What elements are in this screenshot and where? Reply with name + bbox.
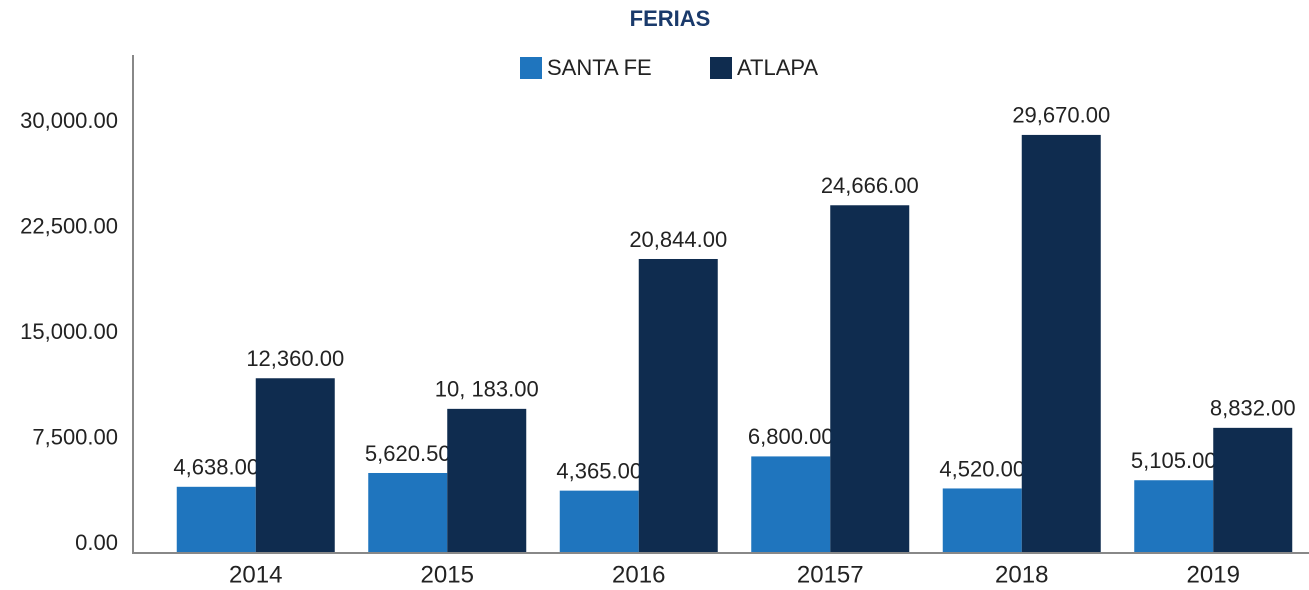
bar xyxy=(1021,134,1101,553)
bar xyxy=(559,490,639,552)
x-tick-label: 2014 xyxy=(229,561,282,588)
bar xyxy=(368,472,448,552)
x-tick-label: 2015 xyxy=(421,561,474,588)
value-label: 29,670.00 xyxy=(1012,103,1110,128)
bar xyxy=(176,486,256,552)
value-label: 8,832.00 xyxy=(1210,396,1296,421)
value-label: 4,365.00 xyxy=(556,458,642,483)
value-label: 6,800.00 xyxy=(748,424,834,449)
bar xyxy=(638,258,718,552)
value-label: 5,105.00 xyxy=(1131,448,1217,473)
y-tick-label: 0.00 xyxy=(75,530,118,555)
value-label: 10, 183.00 xyxy=(435,377,539,402)
y-tick-label: 15,000.00 xyxy=(20,319,118,344)
legend-label: SANTA FE xyxy=(547,55,652,80)
legend-label: ATLAPA xyxy=(737,55,818,80)
legend-swatch xyxy=(710,57,732,79)
value-label: 4,520.00 xyxy=(939,456,1025,481)
value-label: 12,360.00 xyxy=(246,346,344,371)
value-label: 24,666.00 xyxy=(821,173,919,198)
value-label: 20,844.00 xyxy=(629,227,727,252)
chart-title: FERIAS xyxy=(630,6,711,31)
bar xyxy=(751,456,831,552)
bar xyxy=(942,488,1022,552)
bar xyxy=(1134,480,1214,552)
x-tick-label: 2016 xyxy=(612,561,665,588)
y-tick-label: 30,000.00 xyxy=(20,108,118,133)
value-label: 5,620.50 xyxy=(365,441,451,466)
bar xyxy=(255,378,335,552)
x-tick-label: 2018 xyxy=(995,561,1048,588)
x-tick-label: 2019 xyxy=(1187,561,1240,588)
legend-swatch xyxy=(520,57,542,79)
y-tick-label: 22,500.00 xyxy=(20,214,118,239)
x-tick-label: 20157 xyxy=(797,561,864,588)
bar xyxy=(1213,427,1293,552)
bar xyxy=(830,205,910,552)
y-tick-label: 7,500.00 xyxy=(32,424,118,449)
bar xyxy=(447,408,527,552)
value-label: 4,638.00 xyxy=(173,455,259,480)
